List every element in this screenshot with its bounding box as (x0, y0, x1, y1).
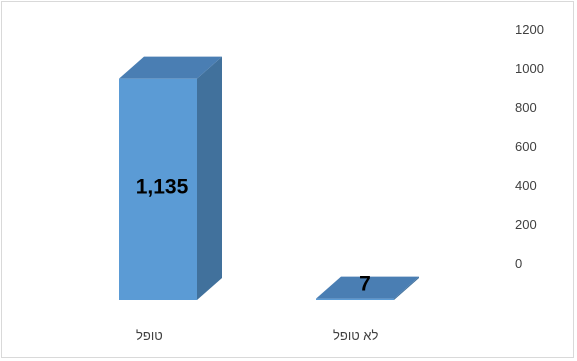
category-label-1: לא טופל (333, 328, 378, 343)
y-tick-label: 800 (515, 100, 537, 115)
y-tick-label: 1000 (515, 61, 544, 76)
y-tick-label: 200 (515, 217, 537, 232)
y-tick-label: 0 (515, 256, 522, 271)
y-tick-label: 400 (515, 178, 537, 193)
category-label-0: טופל (136, 328, 163, 343)
bar-front-1 (316, 299, 394, 300)
y-tick-label: 600 (515, 139, 537, 154)
data-label-1: 7 (359, 273, 371, 296)
data-label-0: 1,135 (136, 175, 189, 198)
y-tick-label: 1200 (515, 22, 544, 37)
bar-side-0 (197, 57, 222, 300)
